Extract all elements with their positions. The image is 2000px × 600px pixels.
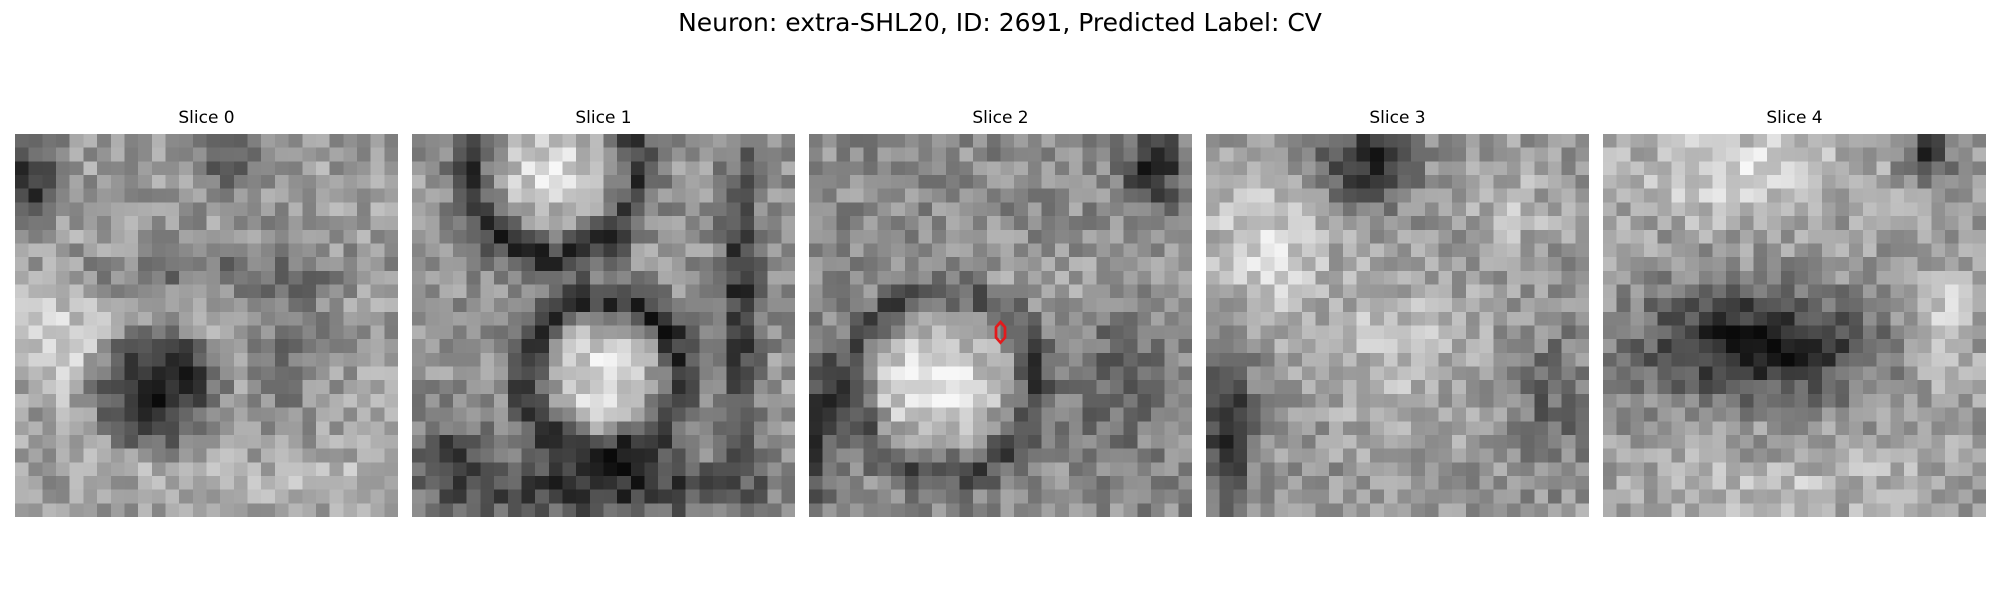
slice-title-0: Slice 0 [178,108,235,128]
slice-image-0 [15,134,398,517]
slice-panel-2: Slice 2 [809,108,1192,517]
slice-title-2: Slice 2 [972,108,1029,128]
slice-panel-3: Slice 3 [1206,108,1589,517]
slice-title-3: Slice 3 [1369,108,1426,128]
slice-panel-1: Slice 1 [412,108,795,517]
prediction-marker [994,320,1007,345]
slice-panel-4: Slice 4 [1603,108,1986,517]
slice-title-1: Slice 1 [575,108,632,128]
slice-image-3 [1206,134,1589,517]
slice-image-2 [809,134,1192,517]
slice-image-1 [412,134,795,517]
slice-title-4: Slice 4 [1766,108,1823,128]
slice-panel-0: Slice 0 [15,108,398,517]
figure-title: Neuron: extra-SHL20, ID: 2691, Predicted… [678,8,1322,37]
slice-image-4 [1603,134,1986,517]
